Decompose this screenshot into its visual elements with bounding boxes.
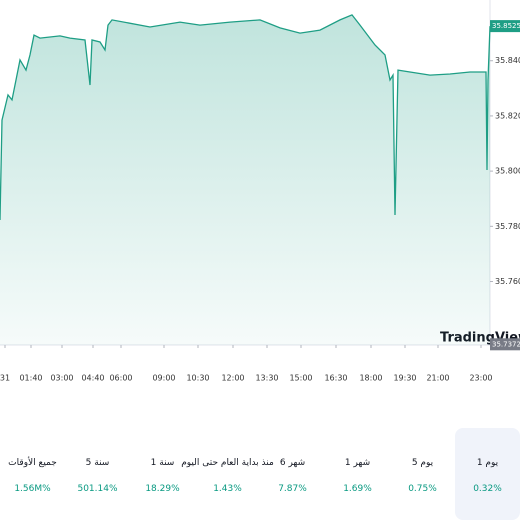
period-label: جميع الأوقات [8,458,57,468]
x-tick-label: 15:00 [289,374,312,383]
period-label: 1 شهر [344,458,371,468]
periods: 1 يوم 0.32% 5 يوم 0.75% 1 شهر 1.69% 6 شهر 7.87%… [0,428,520,520]
x-tick-label: 06:00 [109,374,132,383]
x-tick-label: 31 [0,374,10,383]
period-label: منذ بداية العام حتى اليوم [181,458,274,468]
y-tick-label: 35.76000 [495,277,520,286]
last_price-tag [490,20,520,33]
low_price-label: 35.73725 [492,340,520,348]
x-tick-label: 13:30 [255,374,278,383]
period[interactable]: 1 سنة 18.29% [130,428,195,520]
period-label: 1 سنة [150,458,175,468]
period-label: 6 شهر [279,458,306,468]
area-fill [0,14,490,346]
period-change: 18.29% [145,484,180,494]
period-change: 1.69% [343,484,372,494]
period-change: 1.43% [213,484,242,494]
period-change: 7.87% [278,484,307,494]
y-tick-label: 35.78000 [495,222,520,231]
period-change: 1.56M% [14,484,51,494]
period[interactable]: 5 يوم 0.75% [390,428,455,520]
x-tick-label: 18:00 [359,374,382,383]
period[interactable]: 5 سنة 501.14% [65,428,130,520]
y-tick-label: 35.84000 [495,56,520,65]
x-tick-label: 09:00 [152,374,175,383]
period[interactable]: 1 شهر 1.69% [325,428,390,520]
y-tick-label: 35.80000 [495,167,520,176]
x-tick-label: 16:30 [324,374,347,383]
low_price-tag [490,338,520,351]
period[interactable]: 6 شهر 7.87% [260,428,325,520]
period-label: 1 يوم [476,458,499,468]
period[interactable]: جميع الأوقات 1.56M% [0,428,65,520]
period-change: 0.75% [408,484,437,494]
x-tick-label: 10:30 [186,374,209,383]
y-tick-label: 35.82000 [495,111,520,120]
price-line [0,14,491,221]
period[interactable]: منذ بداية العام حتى اليوم 1.43% [181,428,274,520]
period-label: 5 يوم [411,458,434,468]
x-tick-label: 01:40 [19,374,42,383]
x-tick-label: 21:00 [426,374,449,383]
period[interactable]: 1 يوم 0.32% [455,428,520,520]
x-tick-label: 12:00 [221,374,244,383]
period-label: 5 سنة [85,458,110,468]
x-tick-label: 03:00 [50,374,73,383]
period-change: 501.14% [77,484,118,494]
last_price-label: 35.85254 [492,22,520,30]
x-tick-label: 19:30 [393,374,416,383]
x-tick-label: 04:40 [81,374,104,383]
period-change: 0.32% [473,484,502,494]
chart: TradingView 35.7600035.7800035.8000035.8… [0,0,520,383]
x-tick-label: 23:00 [469,374,492,383]
